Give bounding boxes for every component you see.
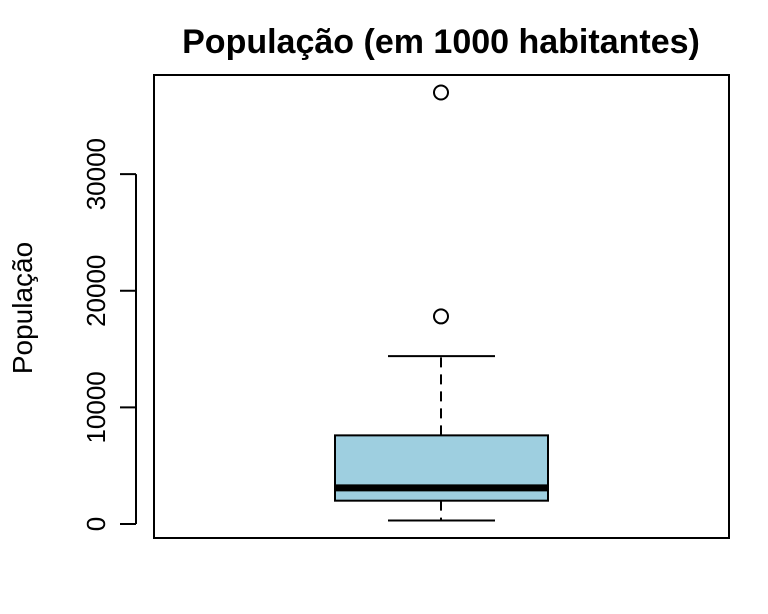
y-tick-label: 30000 [81, 138, 111, 210]
y-tick-label: 10000 [81, 371, 111, 443]
y-tick-label: 20000 [81, 255, 111, 327]
y-axis-label: População [7, 242, 38, 374]
chart-title: População (em 1000 habitantes) [182, 23, 700, 61]
y-tick-label: 0 [81, 517, 111, 531]
boxplot [334, 84, 549, 522]
outlier-point [433, 308, 449, 325]
outlier-point [433, 84, 449, 101]
plot-frame [153, 74, 730, 539]
y-axis: 0 10000 20000 30000 [81, 138, 137, 531]
